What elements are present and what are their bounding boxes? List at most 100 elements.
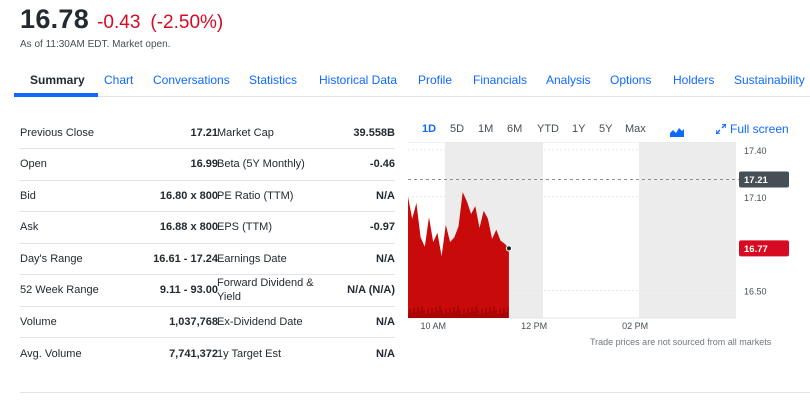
- tab-summary[interactable]: Summary: [30, 73, 85, 87]
- bar-chart-icon[interactable]: [670, 124, 684, 142]
- stat-label: Market Cap: [217, 117, 325, 149]
- stat-label: 1y Target Est: [217, 347, 281, 360]
- stat-value: 7,741,372: [169, 347, 218, 360]
- tab-historical-data[interactable]: Historical Data: [319, 73, 398, 87]
- range-1m-button[interactable]: 1M: [478, 123, 494, 135]
- volume-bars: [408, 306, 509, 318]
- table-row: Ask 16.88 x 800: [20, 211, 218, 244]
- stat-value: N/A: [325, 306, 395, 338]
- previous-close-label: 17.21: [744, 175, 768, 186]
- stat-label: Beta (5Y Monthly): [217, 148, 325, 181]
- intraday-price-chart[interactable]: 17.40 17.10 16.50 10 AM 12 PM 02 PM 17.21 16…: [408, 142, 810, 336]
- price-change-percent: (-2.50%): [150, 12, 224, 33]
- previous-close-badge-bg: [739, 171, 789, 188]
- table-row: Earnings Date N/A: [217, 243, 395, 275]
- stat-value: 16.88 x 800: [130, 211, 218, 244]
- stat-label: PE Ratio (TTM): [217, 180, 325, 212]
- price-area: [408, 192, 509, 318]
- tab-options[interactable]: Options: [610, 73, 652, 87]
- stat-value: 9.11 - 93.00: [130, 274, 218, 307]
- tab-conversations[interactable]: Conversations: [153, 73, 230, 87]
- stat-value: 16.61 - 17.24: [130, 243, 218, 275]
- bar-chart-icon-glyph: [670, 128, 684, 137]
- range-5y-button[interactable]: 5Y: [599, 123, 613, 135]
- chart-disclaimer: Trade prices are not sourced from all ma…: [590, 337, 772, 347]
- table-row: Volume 1,037,768: [20, 306, 218, 338]
- tab-statistics[interactable]: Statistics: [249, 73, 298, 87]
- range-6m-button[interactable]: 6M: [507, 123, 523, 135]
- quote-header: 16.78 -0.43 (-2.50%): [20, 4, 223, 35]
- current-price-badge: 16.77: [739, 240, 789, 257]
- expand-arrows-icon: [715, 123, 727, 135]
- stat-label: Ex-Dividend Date: [217, 306, 325, 338]
- table-row: EPS (TTM) -0.97: [217, 211, 395, 244]
- tab-chart[interactable]: Chart: [104, 73, 134, 87]
- quote-timestamp: As of 11:30AM EDT. Market open.: [20, 39, 171, 50]
- stat-value: 1,037,768: [130, 306, 218, 338]
- table-row: Ex-Dividend Date N/A: [217, 306, 395, 338]
- shade-band-afternoon: [639, 142, 736, 318]
- table-row: Day's Range 16.61 - 17.24: [20, 243, 218, 275]
- table-row: Forward Dividend & Yield N/A (N/A): [217, 274, 395, 307]
- current-price-badge-bg: [739, 240, 789, 257]
- table-row: Open 16.99: [20, 148, 218, 181]
- y-tick-label: 16.50: [744, 287, 767, 297]
- section-divider: [20, 392, 810, 393]
- x-tick-label: 02 PM: [622, 321, 648, 331]
- y-tick-label: 17.10: [744, 193, 767, 203]
- stat-value: N/A: [376, 347, 395, 360]
- x-axis-ticks: 10 AM 12 PM 02 PM: [420, 321, 648, 331]
- tab-analysis[interactable]: Analysis: [546, 73, 591, 87]
- stat-value: -0.46: [325, 148, 395, 181]
- range-1y-button[interactable]: 1Y: [572, 123, 586, 135]
- active-tab-indicator: [14, 93, 98, 97]
- y-tick-label: 17.40: [744, 146, 767, 156]
- stat-value: 16.99: [130, 148, 218, 181]
- previous-close-badge: 17.21: [739, 171, 789, 188]
- stat-label: Bid: [20, 180, 130, 212]
- stat-label: Earnings Date: [217, 243, 325, 275]
- x-tick-label: 10 AM: [420, 321, 446, 331]
- price-change: -0.43: [97, 12, 141, 33]
- full-screen-label: Full screen: [730, 122, 789, 136]
- table-row: PE Ratio (TTM) N/A: [217, 180, 395, 212]
- stat-label: Volume: [20, 306, 130, 338]
- stat-value: -0.97: [325, 211, 395, 244]
- stat-label: Forward Dividend & Yield: [217, 274, 325, 307]
- stat-value: N/A: [325, 243, 395, 275]
- stat-value: N/A: [325, 180, 395, 212]
- last-price-marker: [505, 245, 513, 252]
- tab-profile[interactable]: Profile: [418, 73, 453, 87]
- stat-value: 39.558B: [325, 117, 395, 149]
- quote-nav-tabs: Summary Chart Conversations Statistics H…: [14, 67, 810, 97]
- x-tick-label: 12 PM: [521, 321, 547, 331]
- stat-label: EPS (TTM): [217, 211, 325, 244]
- table-row: Previous Close 17.21: [20, 117, 218, 149]
- stat-label: Previous Close: [20, 117, 130, 149]
- table-row: Market Cap 39.558B: [217, 117, 395, 149]
- stat-value: 16.80 x 800: [130, 180, 218, 212]
- range-ytd-button[interactable]: YTD: [537, 123, 559, 135]
- range-1d-button[interactable]: 1D: [422, 123, 437, 135]
- summary-table-right: Market Cap 39.558B Beta (5Y Monthly) -0.46…: [217, 117, 395, 369]
- table-row: Avg. Volume 7,741,372: [20, 338, 218, 370]
- summary-table-left: Previous Close 17.21 Open 16.99 Bid 16.80 x…: [20, 117, 218, 369]
- stat-label: Open: [20, 148, 130, 181]
- y-axis-ticks: 17.40 17.10 16.50: [744, 146, 767, 297]
- stat-label: 52 Week Range: [20, 274, 130, 307]
- table-row: Beta (5Y Monthly) -0.46: [217, 148, 395, 181]
- stat-label: Ask: [20, 211, 130, 244]
- current-price-label: 16.77: [744, 244, 768, 255]
- range-max-button[interactable]: Max: [625, 123, 646, 135]
- stat-label: Day's Range: [20, 243, 130, 275]
- current-price: 16.78: [20, 4, 90, 34]
- stat-value: 17.21: [130, 117, 218, 149]
- table-row: 52 Week Range 9.11 - 93.00: [20, 274, 218, 307]
- tab-sustainability[interactable]: Sustainability: [734, 73, 805, 87]
- tab-holders[interactable]: Holders: [673, 73, 715, 87]
- table-row: 1y Target Est N/A: [217, 338, 395, 370]
- tab-financials[interactable]: Financials: [473, 73, 528, 87]
- stat-value: N/A (N/A): [325, 274, 395, 307]
- full-screen-button[interactable]: Full screen: [715, 122, 789, 136]
- range-5d-button[interactable]: 5D: [450, 123, 465, 135]
